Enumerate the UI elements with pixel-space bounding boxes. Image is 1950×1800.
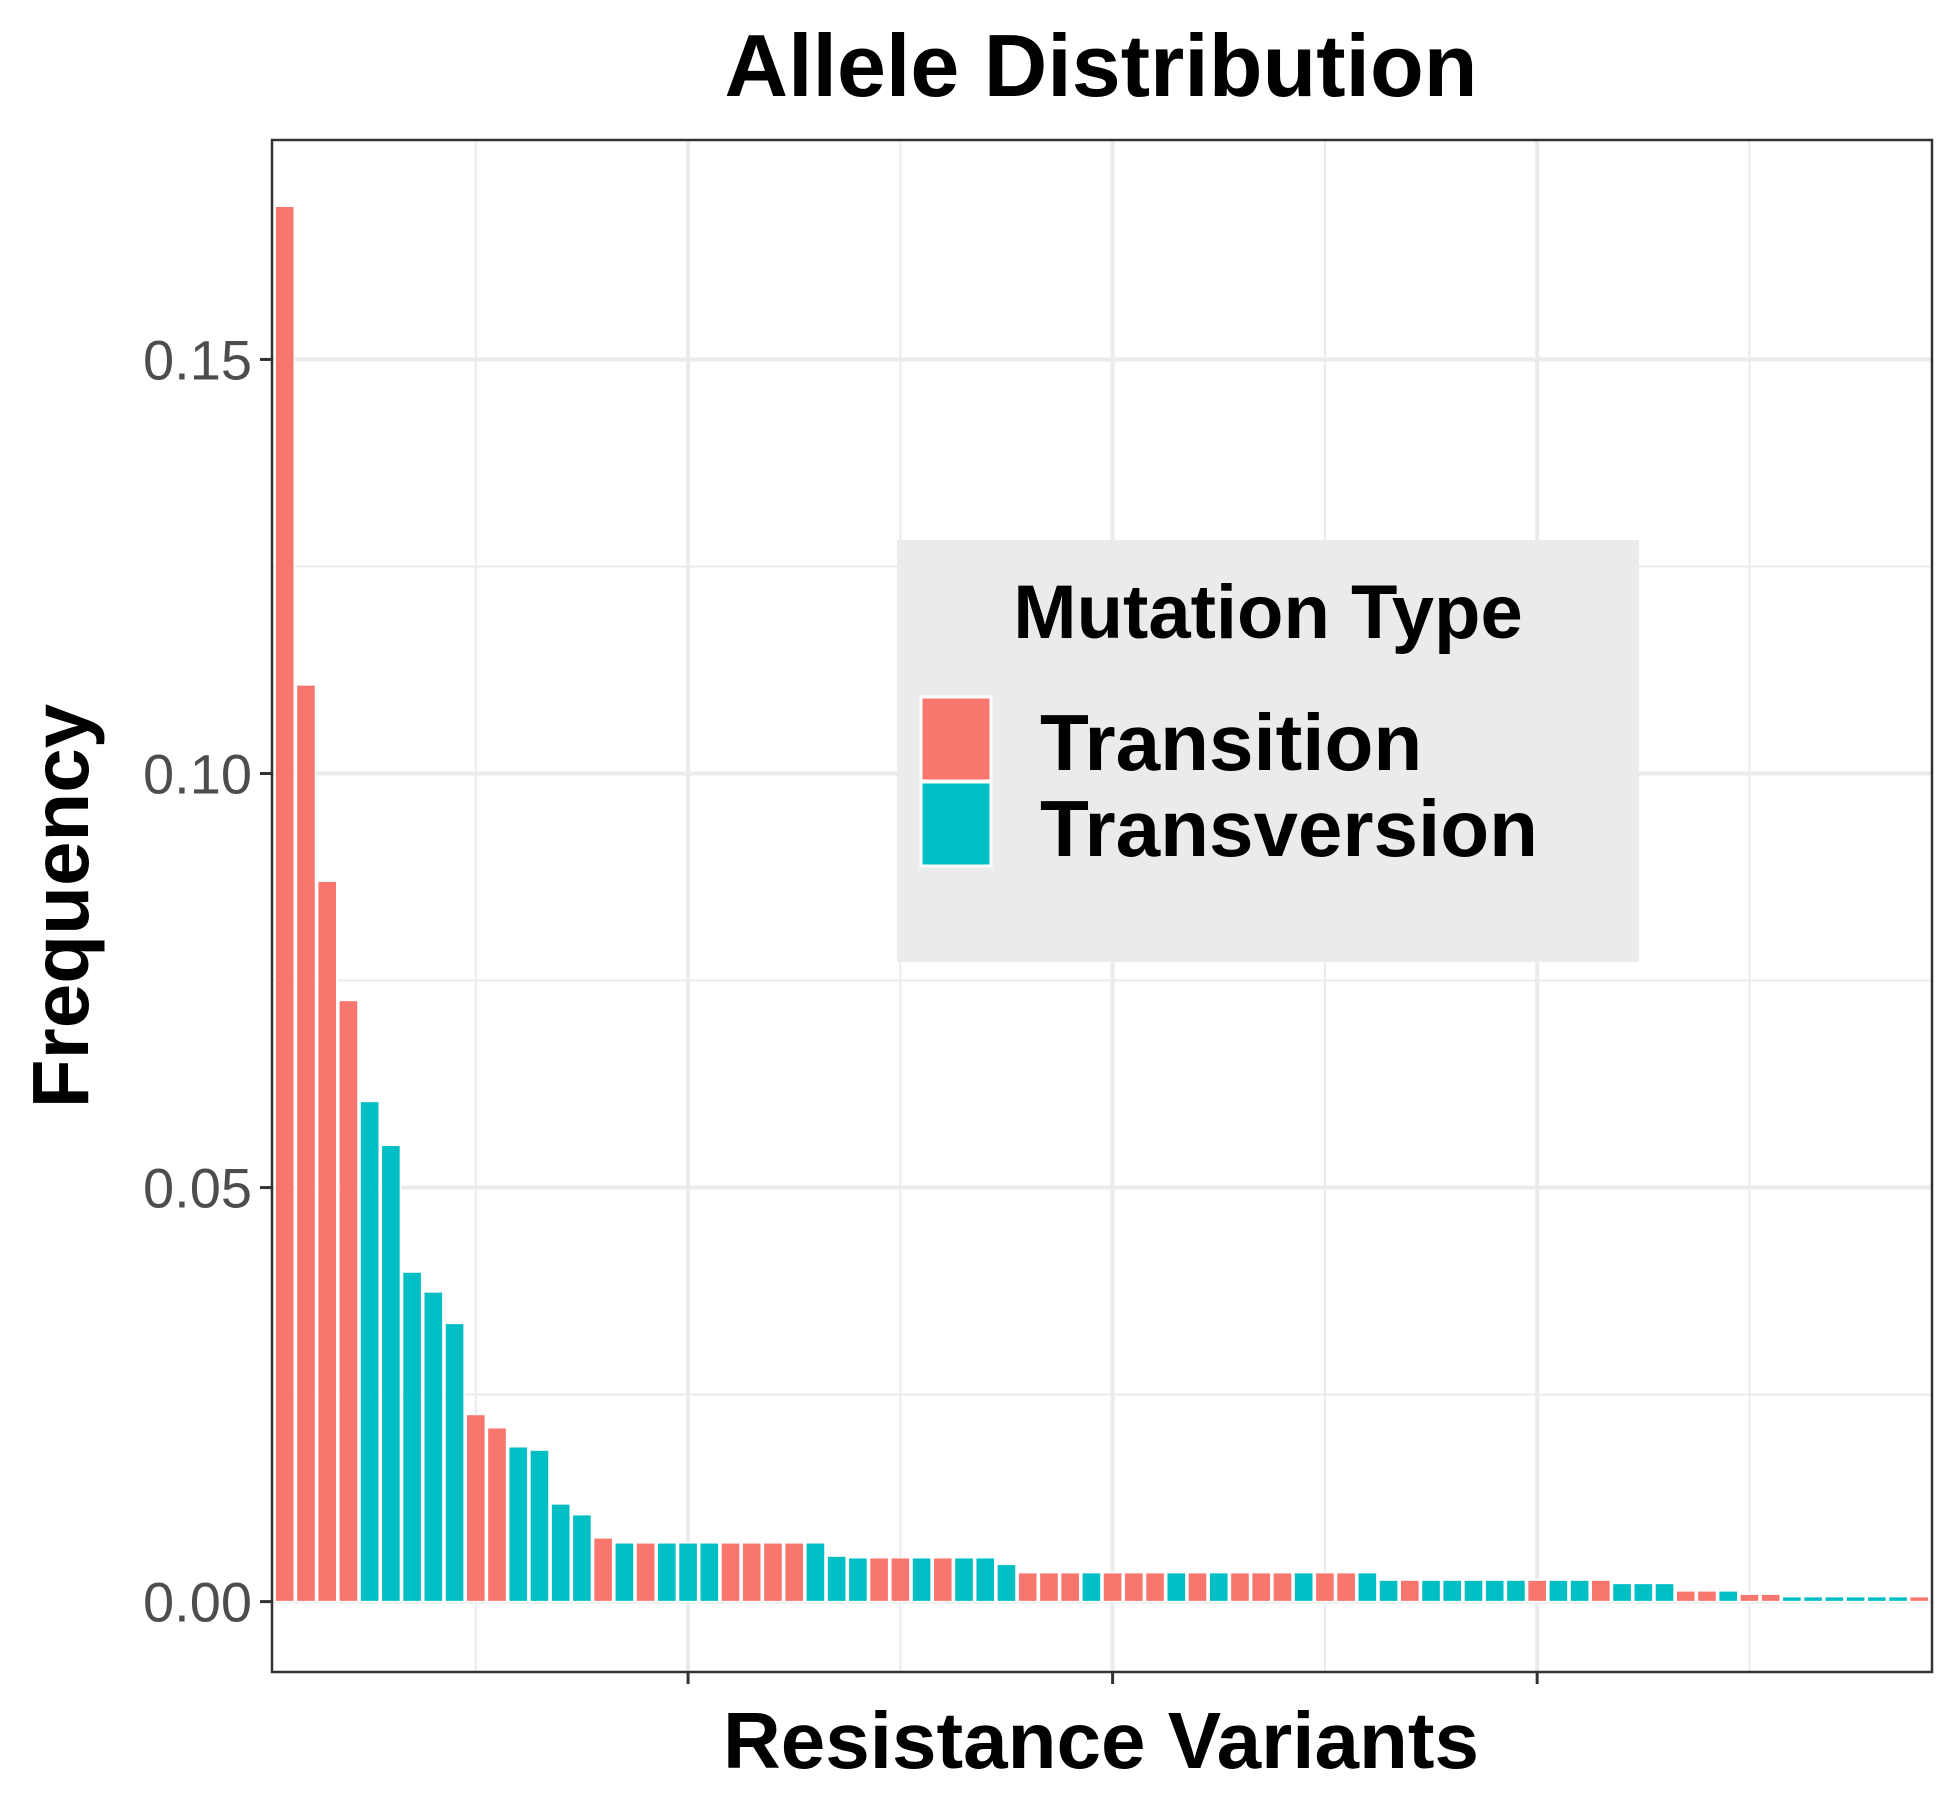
bar-transition (1187, 1571, 1208, 1603)
bar-transversion (1378, 1579, 1399, 1603)
bar-transition (338, 999, 359, 1603)
bar-transversion (1866, 1595, 1888, 1603)
bar-transversion (571, 1513, 593, 1603)
legend-label-transition: Transition (1040, 698, 1422, 787)
bar-transversion (423, 1291, 444, 1603)
bar-transition (1335, 1571, 1357, 1603)
y-axis: 0.00 0.05 0.10 0.15 (143, 328, 272, 1634)
bar-transversion (1420, 1579, 1442, 1603)
legend: Mutation Type Transition Transversion (897, 540, 1639, 962)
bar-transversion (1208, 1571, 1230, 1603)
bar-transition (1526, 1579, 1548, 1603)
bar-transversion (550, 1503, 571, 1603)
bar-transition (1059, 1571, 1081, 1603)
bar-transversion (1654, 1582, 1675, 1603)
legend-title: Mutation Type (1013, 570, 1522, 655)
bar-transition (1144, 1571, 1166, 1603)
bar-transversion (1633, 1582, 1654, 1603)
bar-transversion (847, 1556, 869, 1603)
bar-transition (1399, 1579, 1421, 1603)
bar-transition (274, 205, 296, 1603)
bar-transversion (1505, 1579, 1527, 1603)
bar-transition (592, 1537, 614, 1603)
bar-transversion (444, 1322, 465, 1603)
bar-transversion (826, 1555, 847, 1603)
bar-transition (762, 1542, 784, 1603)
bar-transversion (1781, 1595, 1803, 1603)
bar-transition (1123, 1571, 1145, 1603)
plot-border (270, 138, 1934, 1674)
bar-transversion (677, 1542, 699, 1603)
bar-transversion (953, 1556, 975, 1603)
bar-transition (1739, 1593, 1760, 1603)
legend-key-transition (919, 695, 993, 783)
bar-transition (1017, 1571, 1039, 1603)
bar-transition (1314, 1571, 1336, 1603)
bar-transition (890, 1556, 911, 1603)
bar-transition (1675, 1590, 1697, 1603)
bars (274, 205, 1930, 1603)
bar-transition (1908, 1595, 1930, 1603)
bar-transversion (1569, 1579, 1590, 1603)
bar-transition (465, 1413, 487, 1603)
x-axis (686, 1672, 1539, 1684)
legend-key-transversion (919, 780, 993, 868)
bar-transversion (1441, 1579, 1463, 1603)
bar-transition (1272, 1571, 1293, 1603)
bar-transition (783, 1542, 805, 1603)
plot-panel (270, 138, 1934, 1674)
bar-transversion (359, 1100, 380, 1603)
bar-transition (1102, 1571, 1123, 1603)
bar-transversion (996, 1563, 1017, 1603)
bar-transversion (1293, 1571, 1314, 1603)
bar-transversion (974, 1556, 996, 1603)
bar-transition (868, 1556, 890, 1603)
bar-transversion (698, 1542, 720, 1603)
bar-transversion (507, 1446, 529, 1603)
legend-label-transversion: Transversion (1040, 784, 1538, 873)
bar-transversion (1165, 1571, 1187, 1603)
bar-transversion (380, 1144, 402, 1603)
bar-transversion (614, 1542, 635, 1603)
y-tick-label: 0.00 (143, 1571, 252, 1634)
y-tick-label: 0.15 (143, 328, 252, 391)
bar-transversion (1463, 1579, 1484, 1603)
bar-transition (1760, 1593, 1781, 1603)
y-tick-label: 0.05 (143, 1157, 252, 1220)
bar-transversion (1611, 1582, 1633, 1603)
bar-transversion (805, 1542, 826, 1603)
bar-transition (635, 1542, 656, 1603)
y-axis-title: Frequency (16, 703, 105, 1108)
bar-transversion (1824, 1595, 1845, 1603)
bar-transition (1250, 1571, 1272, 1603)
bar-transversion (1081, 1571, 1102, 1603)
y-tick-label: 0.10 (143, 743, 252, 806)
bar-transition (1590, 1579, 1612, 1603)
bar-transversion (656, 1542, 678, 1603)
bar-transition (316, 880, 338, 1603)
bar-transition (1038, 1571, 1060, 1603)
chart-title: Allele Distribution (725, 16, 1478, 115)
bar-transversion (1802, 1595, 1824, 1603)
bar-transition (1696, 1590, 1718, 1603)
legend-background (897, 540, 1639, 962)
bar-transversion (401, 1271, 423, 1603)
bar-transversion (1845, 1595, 1866, 1603)
bar-transversion (911, 1556, 932, 1603)
bar-transversion (1887, 1595, 1909, 1603)
bar-transition (1229, 1571, 1251, 1603)
bar-transition (720, 1542, 741, 1603)
x-axis-title: Resistance Variants (723, 1696, 1479, 1785)
bar-transversion (1548, 1579, 1569, 1603)
bar-transversion (1357, 1571, 1378, 1603)
bar-transversion (529, 1449, 550, 1603)
bar-transversion (1484, 1579, 1506, 1603)
bar-transition (741, 1542, 763, 1603)
bar-transition (295, 684, 317, 1603)
bar-transition (932, 1556, 954, 1603)
bar-transition (486, 1426, 508, 1603)
bar-transversion (1717, 1590, 1739, 1603)
